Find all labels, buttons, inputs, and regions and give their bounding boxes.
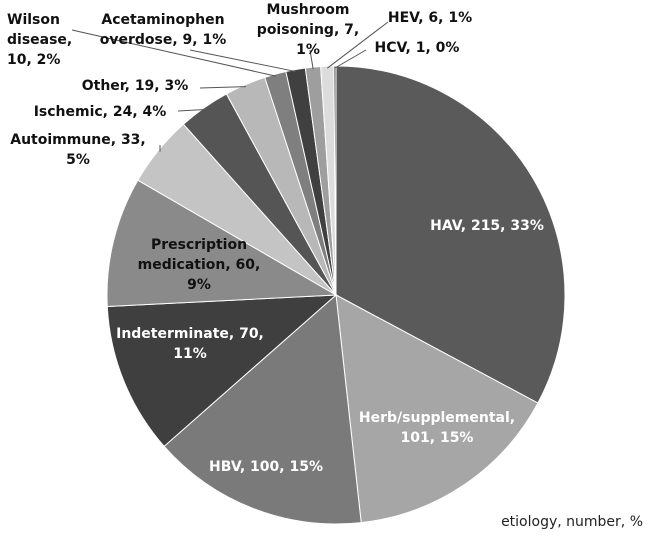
data-label: Ischemic, 24, 4% xyxy=(33,104,167,120)
leader-line xyxy=(199,86,247,89)
leader-line xyxy=(326,21,389,69)
leader-line xyxy=(71,29,276,77)
pie-slice xyxy=(163,293,362,525)
data-label: HBV, 100, 15% xyxy=(209,459,323,475)
pie-slice xyxy=(106,294,338,448)
data-label: HEV, 6, 1% xyxy=(387,10,473,26)
data-label: Indeterminate, 70, 11% xyxy=(116,326,264,362)
data-label: HCV, 1, 0% xyxy=(374,40,460,56)
leader-line xyxy=(177,108,206,112)
data-label: Autoimmune, 33, 5% xyxy=(10,132,146,168)
leader-line xyxy=(334,49,367,69)
data-label: Herb/supplemental, 101, 15% xyxy=(358,410,516,446)
data-label: Prescription medication, 60, 9% xyxy=(137,237,261,293)
data-label: Wilson disease, 10, 2% xyxy=(7,12,73,68)
leader-line xyxy=(189,49,297,73)
pie-slice xyxy=(335,294,539,524)
caption: etiology, number, % xyxy=(501,514,643,530)
data-label: Other, 19, 3% xyxy=(81,78,189,94)
data-label: Mushroom poisoning, 7, 1% xyxy=(256,2,360,58)
pie-slice xyxy=(333,65,337,296)
leader-line xyxy=(309,49,314,70)
data-label: Acetaminophen overdose, 9, 1% xyxy=(99,12,227,48)
pie-slice xyxy=(335,65,566,404)
data-label: HAV, 215, 33% xyxy=(430,218,544,234)
pie-slice xyxy=(106,179,338,308)
